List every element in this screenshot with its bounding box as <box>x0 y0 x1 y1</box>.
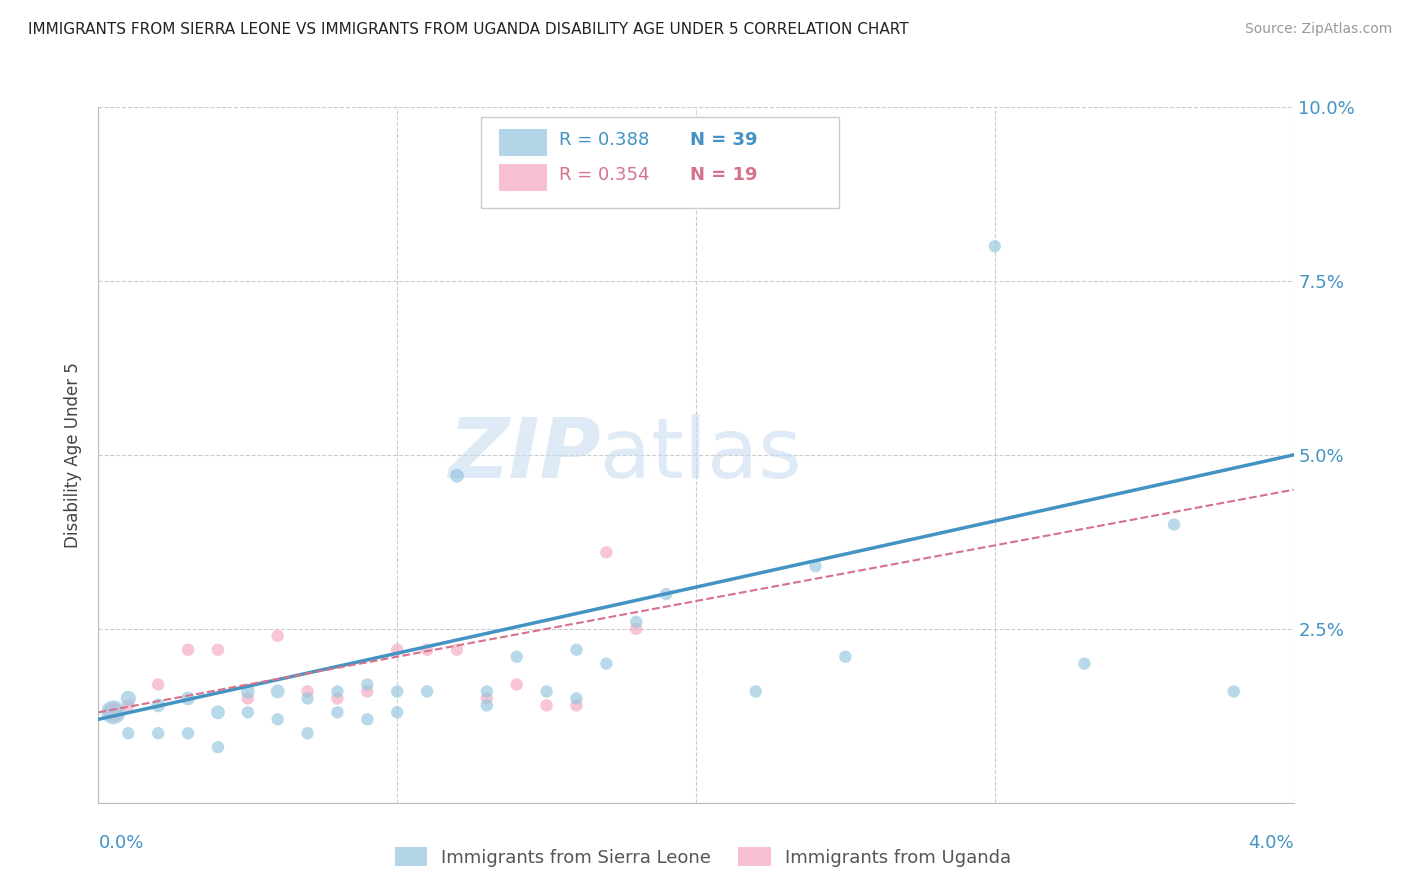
Point <box>297 726 319 740</box>
Point <box>267 629 290 643</box>
Point <box>565 642 588 657</box>
Legend: Immigrants from Sierra Leone, Immigrants from Uganda: Immigrants from Sierra Leone, Immigrants… <box>387 840 1019 874</box>
Point <box>148 726 170 740</box>
FancyBboxPatch shape <box>481 118 839 208</box>
Point <box>385 684 409 698</box>
Point <box>326 691 349 706</box>
Point <box>297 684 319 698</box>
Point <box>326 706 349 720</box>
Point <box>983 239 1005 253</box>
Point <box>595 545 617 559</box>
Point <box>356 712 378 726</box>
Point <box>416 642 439 657</box>
Point <box>624 615 647 629</box>
Point <box>565 691 588 706</box>
FancyBboxPatch shape <box>499 164 547 191</box>
Point <box>326 684 349 698</box>
Point <box>207 706 229 720</box>
Point <box>236 684 259 698</box>
Point <box>536 684 558 698</box>
Point <box>475 691 498 706</box>
Text: atlas: atlas <box>600 415 801 495</box>
Text: 4.0%: 4.0% <box>1249 834 1294 852</box>
Text: R = 0.388: R = 0.388 <box>558 131 648 149</box>
Point <box>1163 517 1185 532</box>
Point <box>207 642 229 657</box>
Point <box>236 706 259 720</box>
Point <box>624 622 647 636</box>
Point <box>148 677 170 691</box>
Text: 0.0%: 0.0% <box>98 834 143 852</box>
Point <box>475 698 498 713</box>
Point <box>655 587 678 601</box>
Point <box>804 559 827 574</box>
Point <box>595 657 617 671</box>
Point <box>177 642 200 657</box>
Point <box>117 691 139 706</box>
Point <box>267 684 290 698</box>
Point <box>506 677 529 691</box>
Point <box>506 649 529 664</box>
Point <box>356 684 378 698</box>
Point <box>297 691 319 706</box>
Point <box>475 684 498 698</box>
Point <box>1222 684 1246 698</box>
Point <box>177 726 200 740</box>
Text: ZIP: ZIP <box>447 415 600 495</box>
Point <box>267 712 290 726</box>
Point <box>236 691 259 706</box>
Text: R = 0.354: R = 0.354 <box>558 166 650 184</box>
Point <box>177 691 200 706</box>
Point <box>117 698 139 713</box>
Point <box>536 698 558 713</box>
Point <box>117 726 139 740</box>
Point <box>1073 657 1095 671</box>
Point <box>385 706 409 720</box>
Text: IMMIGRANTS FROM SIERRA LEONE VS IMMIGRANTS FROM UGANDA DISABILITY AGE UNDER 5 CO: IMMIGRANTS FROM SIERRA LEONE VS IMMIGRAN… <box>28 22 908 37</box>
Y-axis label: Disability Age Under 5: Disability Age Under 5 <box>65 362 83 548</box>
Point <box>565 698 588 713</box>
Point <box>745 684 768 698</box>
Text: N = 39: N = 39 <box>690 131 758 149</box>
Text: Source: ZipAtlas.com: Source: ZipAtlas.com <box>1244 22 1392 37</box>
Point <box>207 740 229 755</box>
Point <box>103 706 125 720</box>
Point <box>834 649 856 664</box>
Point <box>148 698 170 713</box>
Point <box>385 642 409 657</box>
Text: N = 19: N = 19 <box>690 166 758 184</box>
Point <box>356 677 378 691</box>
Point <box>103 706 125 720</box>
Point <box>446 468 468 483</box>
Point <box>416 684 439 698</box>
FancyBboxPatch shape <box>499 129 547 156</box>
Point <box>446 642 468 657</box>
